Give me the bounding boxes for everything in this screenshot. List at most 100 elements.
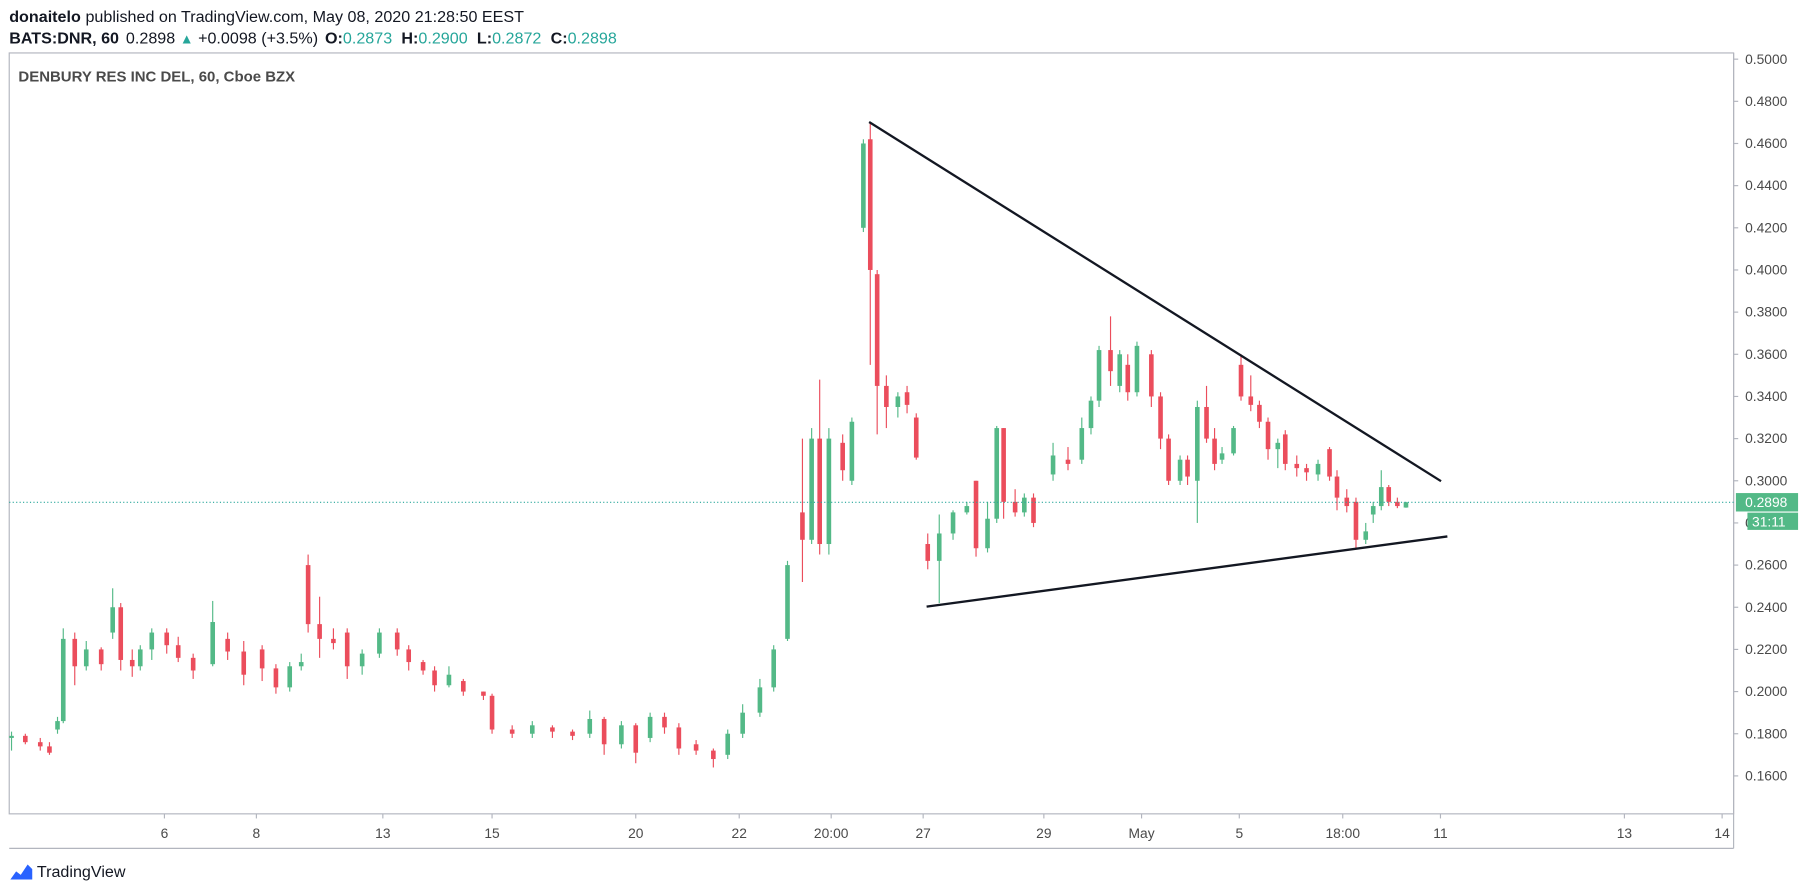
- candle-body: [619, 725, 624, 745]
- trendline: [926, 535, 1448, 608]
- candle-body: [1386, 487, 1392, 502]
- candle-body: [47, 746, 52, 753]
- logo: TradingView: [10, 863, 126, 881]
- candle-body: [420, 662, 426, 671]
- y-tick-label: 0.4800: [1745, 93, 1788, 109]
- candle-body: [529, 725, 535, 734]
- change: +0.0098 (+3.5%): [198, 30, 318, 48]
- candle-body: [1265, 421, 1271, 450]
- candle-body: [570, 731, 575, 736]
- candle-body: [259, 649, 265, 669]
- candle-body: [964, 506, 970, 513]
- countdown-box: [1747, 512, 1799, 530]
- logo-text: TradingView: [37, 863, 126, 881]
- x-tick-label: 29: [1036, 825, 1052, 841]
- chart-title: DENBURY RES INC DEL, 60, Cboe BZX: [18, 69, 295, 86]
- candle-body: [884, 385, 889, 407]
- x-tick-label: 18:00: [1325, 825, 1360, 841]
- ohlc-value: 0.2900: [418, 30, 467, 48]
- x-tick-label: 5: [1235, 825, 1243, 841]
- candle-body: [1096, 350, 1102, 401]
- candle-body: [1012, 501, 1018, 513]
- candle-body: [662, 716, 667, 728]
- candle-body: [432, 670, 437, 686]
- candle-body: [994, 428, 1000, 519]
- y-tick-label: 0.3800: [1745, 304, 1788, 320]
- candle-body: [118, 607, 124, 660]
- x-tick-label: 14: [1714, 825, 1730, 841]
- ohlc-label: C:: [551, 30, 568, 48]
- candle-body: [1158, 396, 1163, 439]
- candle-body: [1257, 404, 1262, 422]
- candle-body: [913, 417, 919, 458]
- candle-body: [129, 659, 135, 667]
- x-tick-label: May: [1129, 825, 1155, 841]
- candle-body: [1212, 438, 1217, 464]
- candle-body: [1370, 506, 1376, 515]
- candle-body: [985, 518, 990, 549]
- x-tick-label: 15: [484, 825, 500, 841]
- candle-body: [693, 744, 699, 751]
- candle-body: [1282, 434, 1288, 464]
- candle-body: [298, 662, 304, 667]
- candle-body: [175, 645, 181, 658]
- candle-body: [1031, 497, 1036, 523]
- candle-body: [359, 653, 365, 667]
- plot: 0.1600 0.1800 0.2000 0.2200 0.2400 0.2600 0.28…: [9, 51, 1799, 841]
- candle-body: [1238, 364, 1244, 397]
- logo-icon: [10, 864, 33, 880]
- candle-body: [1231, 428, 1236, 454]
- x-tick-label: 6: [161, 825, 169, 841]
- candle-body: [1050, 455, 1056, 475]
- candle-body: [317, 624, 322, 639]
- candle-body: [601, 718, 607, 745]
- candle-body: [973, 480, 979, 549]
- candle-body: [861, 143, 866, 228]
- candle-body: [98, 649, 104, 665]
- candle-body: [740, 712, 745, 734]
- candle-body: [676, 727, 682, 749]
- candle-body: [1195, 406, 1200, 481]
- candle-body: [461, 681, 466, 692]
- candle-body: [936, 533, 942, 561]
- candle-body: [190, 657, 196, 671]
- candle-body: [210, 622, 216, 665]
- candle-body: [1294, 463, 1300, 469]
- y-tick-label: 0.3400: [1745, 388, 1788, 404]
- trendline: [868, 121, 1442, 483]
- candle-body: [840, 442, 845, 471]
- candle-body: [550, 727, 555, 732]
- candle-body: [1088, 400, 1094, 429]
- candle-body: [785, 565, 790, 639]
- x-tick-label: 20:00: [814, 825, 849, 841]
- x-tick-label: 13: [1617, 825, 1633, 841]
- ohlc-label: H:: [401, 30, 418, 48]
- candle-body: [587, 718, 593, 734]
- candle-body: [1022, 497, 1027, 513]
- arrow: ▲: [180, 31, 194, 47]
- candle-body: [1395, 501, 1400, 507]
- candle-body: [489, 695, 495, 730]
- candle-body: [509, 729, 515, 734]
- y-tick-label: 0.3000: [1745, 472, 1788, 488]
- candle-body: [1204, 406, 1209, 439]
- published: published on TradingView.com, May 08, 20…: [85, 8, 524, 26]
- candle-body: [1403, 502, 1409, 508]
- candle-body: [826, 438, 832, 545]
- candle-body: [23, 735, 28, 743]
- y-tick-label: 0.4400: [1745, 177, 1788, 193]
- candle-body: [1001, 428, 1006, 502]
- candle-body: [149, 632, 155, 650]
- y-tick-label: 0.2600: [1745, 557, 1788, 573]
- countdown: 31:11: [1752, 513, 1786, 529]
- last-price-label: 0.2898: [1745, 494, 1788, 510]
- candle-body: [1065, 459, 1071, 464]
- candle-body: [757, 687, 763, 713]
- candle-body: [406, 649, 412, 663]
- candle-body: [60, 638, 66, 722]
- candle-body: [1353, 501, 1359, 540]
- candle-body: [55, 721, 60, 730]
- header-line-2: BATS:DNR, 60 0.2898 ▲ +0.0098 (+3.5%) O:0.28…: [9, 30, 617, 48]
- ohlc-label: O:: [325, 30, 343, 48]
- candle-body: [273, 668, 279, 688]
